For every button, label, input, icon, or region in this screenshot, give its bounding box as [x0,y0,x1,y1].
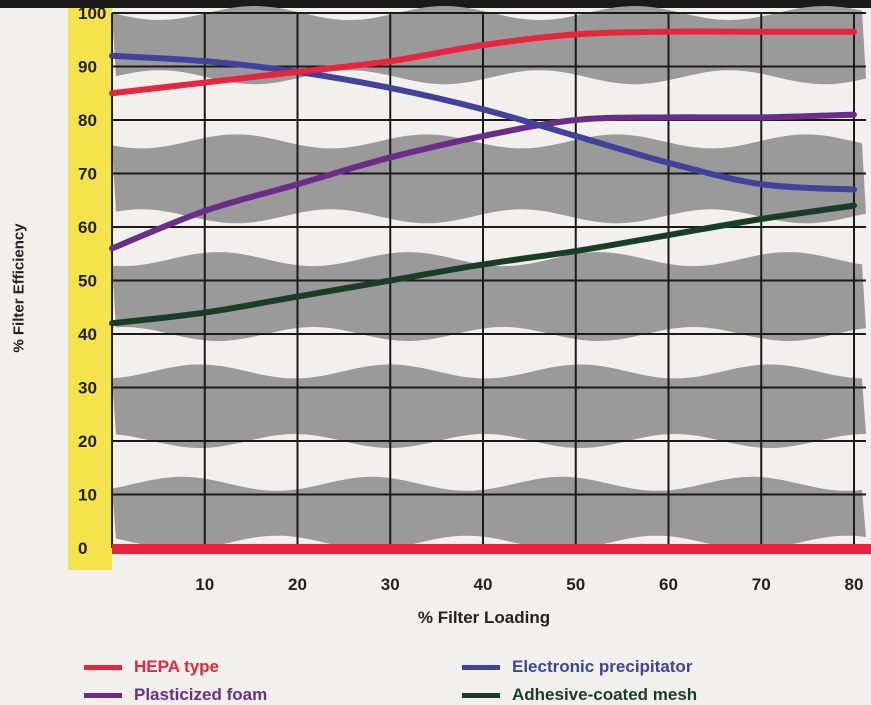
series-line-adhesive-coated-mesh [109,202,857,327]
x-tick-label: 80 [845,575,864,594]
y-tick-label: 50 [78,272,97,291]
background-band [112,134,866,224]
series-line-electronic-precipitator [109,52,857,193]
x-axis-title: % Filter Loading [417,608,551,627]
series-line-plasticized-foam [109,111,857,252]
series-line-hepa-type [109,28,857,97]
legend-swatch-foam [84,692,122,698]
background-band [112,476,866,550]
grid-lines [111,12,871,554]
baseline-bar [112,544,871,554]
y-tick-label: 100 [78,4,106,23]
series-lines [109,28,857,327]
legend-label-electronic: Electronic precipitator [512,657,693,676]
background-band [112,252,866,341]
legend-swatch-mesh [462,692,500,698]
y-tick-label: 0 [78,539,87,558]
y-tick-label: 40 [78,325,97,344]
y-tick-label: 90 [78,58,97,77]
x-tick-label: 50 [566,575,585,594]
legend-label-foam: Plasticized foam [134,685,268,704]
x-tick-label: 20 [288,575,307,594]
x-tick-label: 40 [474,575,493,594]
x-tick-label: 60 [659,575,678,594]
y-tick-label: 80 [78,111,97,130]
x-tick-label: 70 [752,575,771,594]
legend-label-hepa: HEPA type [134,657,220,676]
y-axis-title: % Filter Efficiency [10,223,28,353]
y-tick-label: 60 [78,218,97,237]
x-tick-label: 30 [381,575,400,594]
legend-item-foam: Plasticized foam [84,685,267,705]
background-band [112,364,866,448]
background-bands [112,6,866,550]
y-tick-label: 70 [78,165,97,184]
legend-swatch-hepa [84,664,122,670]
y-axis-ticks: 0 10 20 30 40 50 60 70 80 90 100 [78,4,106,558]
legend-swatch-electronic [462,664,500,670]
legend-label-mesh: Adhesive-coated mesh [512,685,698,704]
y-axis-strip [68,8,112,570]
legend-item-hepa: HEPA type [84,657,219,677]
legend-item-mesh: Adhesive-coated mesh [462,685,697,705]
y-tick-label: 20 [78,432,97,451]
y-tick-label: 10 [78,486,97,505]
y-tick-label: 30 [78,379,97,398]
x-tick-label: 10 [195,575,214,594]
top-band [0,0,871,8]
legend-item-electronic: Electronic precipitator [462,657,692,677]
x-axis-ticks: 10 20 30 40 50 60 70 80 [195,575,863,594]
